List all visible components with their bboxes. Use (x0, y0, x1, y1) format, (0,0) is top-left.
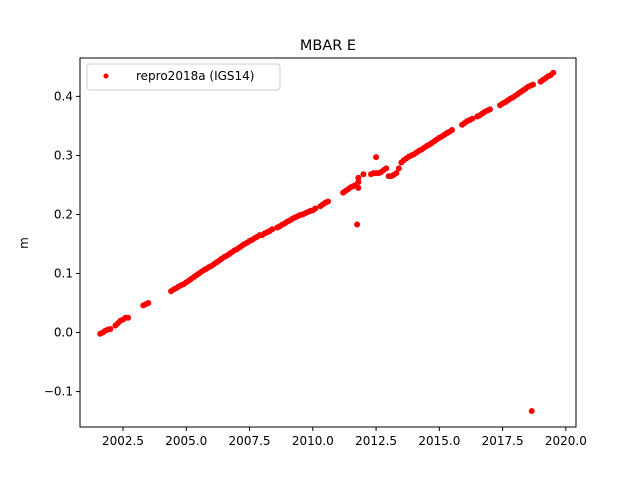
chart-title: MBAR E (300, 38, 356, 54)
data-point (312, 205, 319, 212)
data-point (486, 106, 493, 113)
data-point (529, 81, 536, 88)
x-tick-label: 2007.5 (229, 434, 271, 448)
data-point (354, 221, 361, 228)
data-point (269, 226, 276, 233)
data-point (107, 325, 114, 332)
x-tick-label: 2015.0 (418, 434, 460, 448)
x-tick-label: 2020.0 (545, 434, 587, 448)
x-axis: 2002.5 2005.0 2007.5 2010.0 2012.5 2015.0 2017… (102, 427, 587, 448)
data-point (125, 314, 132, 321)
legend: repro2018a (IGS14) (86, 63, 281, 91)
y-tick-label: 0.2 (54, 207, 73, 221)
legend-box (86, 63, 281, 91)
legend-label: repro2018a (IGS14) (136, 69, 254, 83)
data-point (469, 115, 476, 122)
data-point (355, 174, 362, 181)
data-point (360, 171, 367, 178)
data-point (355, 184, 362, 191)
data-point (449, 127, 455, 134)
y-tick-label: 0.4 (54, 89, 73, 103)
legend-marker (103, 73, 109, 79)
x-tick-label: 2005.0 (165, 434, 207, 448)
y-tick-label: 0.1 (54, 266, 73, 280)
x-tick-label: 2002.5 (102, 434, 144, 448)
plot-area (97, 69, 557, 415)
data-point (373, 154, 380, 161)
data-point (325, 198, 331, 205)
data-point (550, 69, 557, 76)
y-tick-label: −0.1 (44, 385, 73, 399)
x-tick-label: 2017.5 (482, 434, 524, 448)
y-tick-label: 0.3 (54, 148, 73, 162)
y-tick-label: 0.0 (54, 326, 73, 340)
data-point (528, 408, 535, 415)
y-axis-label: m (17, 237, 31, 249)
x-tick-label: 2010.0 (292, 434, 334, 448)
data-point (355, 178, 362, 185)
data-point (395, 165, 402, 172)
y-axis: −0.1 0.0 0.1 0.2 0.3 0.4 (44, 89, 80, 399)
data-point (383, 165, 390, 172)
plot-frame (79, 57, 577, 428)
x-tick-label: 2012.5 (355, 434, 397, 448)
data-point (393, 170, 400, 177)
data-point (145, 300, 152, 307)
